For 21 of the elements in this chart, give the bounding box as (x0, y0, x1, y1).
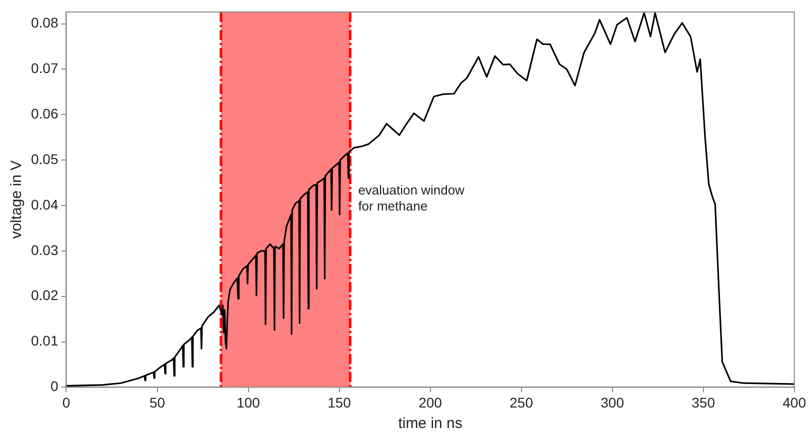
x-axis-title: time in ns (398, 415, 462, 432)
x-tick-label: 0 (62, 394, 70, 410)
y-tick-label: 0 (50, 378, 58, 394)
x-tick-label: 200 (418, 394, 442, 410)
x-tick-label: 50 (149, 394, 166, 410)
y-tick-label: 0.04 (31, 196, 58, 212)
y-tick-label: 0.03 (31, 242, 58, 258)
x-tick-label: 100 (236, 394, 260, 410)
y-tick-label: 0.08 (31, 14, 58, 31)
y-tick-label: 0.01 (31, 332, 58, 349)
x-tick-label: 150 (328, 394, 352, 410)
band-label: evaluation window for methane (358, 182, 466, 214)
y-axis-title: voltage in V (8, 160, 26, 239)
y-tick-label: 0.05 (31, 150, 58, 167)
y-tick-label: 0.06 (31, 106, 58, 122)
y-tick-label: 0.07 (31, 60, 58, 76)
x-tick-label: 300 (600, 394, 624, 410)
x-tick-label: 350 (692, 394, 716, 410)
y-tick-label: 0.02 (31, 287, 58, 304)
x-tick-label: 250 (510, 394, 534, 410)
x-tick-label: 400 (782, 394, 806, 410)
